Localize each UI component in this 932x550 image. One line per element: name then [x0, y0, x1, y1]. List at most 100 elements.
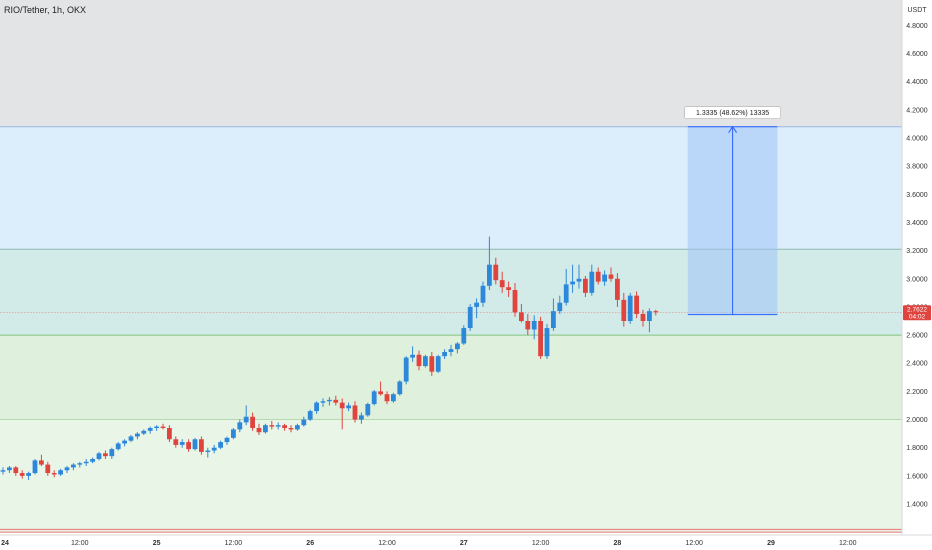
price-axis-background[interactable]	[902, 0, 932, 550]
candle	[77, 461, 83, 468]
candle	[627, 292, 633, 324]
candle	[314, 401, 319, 414]
candle-body	[595, 271, 601, 282]
candle	[608, 267, 614, 282]
zone-0	[0, 0, 902, 127]
candle-body	[32, 460, 38, 474]
price-tick-label: 4.6000	[906, 51, 928, 58]
candle-body	[333, 399, 339, 403]
candle-body	[58, 470, 63, 475]
candle	[263, 423, 268, 434]
candle	[109, 447, 115, 459]
candle	[576, 264, 582, 289]
candle	[487, 236, 492, 291]
candle-body	[154, 426, 159, 428]
candle-body	[493, 264, 499, 281]
candle	[461, 325, 467, 345]
candle	[384, 391, 390, 405]
candle-body	[71, 464, 76, 468]
candle-body	[512, 290, 518, 313]
candle-body	[583, 278, 588, 293]
countdown-label: 04:02	[909, 314, 926, 321]
last-price-tag-box	[903, 305, 931, 321]
candle	[531, 315, 537, 340]
candle	[557, 295, 563, 314]
candle	[39, 454, 44, 467]
candle	[570, 264, 575, 293]
candle	[288, 425, 294, 433]
candle	[365, 402, 371, 417]
candle	[224, 436, 230, 445]
candle	[192, 437, 198, 451]
currency-label: USDT	[907, 7, 927, 14]
candle-body	[538, 321, 543, 357]
candle-body	[397, 381, 403, 395]
time-tick-label: 28	[614, 540, 622, 547]
candle	[538, 316, 543, 360]
candle-body	[64, 467, 70, 471]
candle	[359, 412, 364, 424]
candle-body	[435, 356, 441, 372]
candle	[416, 350, 422, 371]
candle	[269, 420, 275, 430]
price-tick-label: 4.4000	[906, 79, 928, 86]
measure-arrowhead	[728, 125, 738, 133]
candle-body	[0, 470, 6, 472]
candle	[410, 346, 415, 362]
price-tick-label: 3.6000	[906, 192, 928, 199]
measure-label: 1.3335 (48.62%) 13335	[696, 110, 769, 117]
candle-body	[135, 433, 140, 437]
candle-body	[282, 425, 287, 428]
candle-body	[224, 437, 230, 443]
candle-body	[461, 328, 467, 344]
candle	[122, 439, 127, 447]
candle	[307, 409, 313, 421]
time-tick-label: 24	[1, 540, 9, 547]
zone-4	[0, 419, 902, 533]
candle-body	[589, 271, 595, 293]
candle-body	[288, 428, 294, 430]
candle	[167, 425, 172, 443]
candle	[211, 444, 217, 454]
price-tick-label: 3.0000	[906, 276, 928, 283]
candle-body	[83, 461, 89, 464]
candle	[519, 304, 524, 323]
candle	[320, 398, 326, 407]
candle-body	[211, 447, 217, 451]
candle	[327, 397, 332, 406]
candle-body	[634, 295, 639, 314]
candle	[218, 440, 223, 450]
price-range-measure[interactable]: 1.3335 (48.62%) 13335	[684, 106, 781, 316]
candle	[435, 354, 441, 374]
candle-body	[371, 391, 377, 405]
candle-body	[96, 453, 102, 459]
candle-body	[295, 425, 300, 430]
candle	[141, 429, 147, 436]
candle-body	[218, 442, 223, 448]
candle-body	[122, 440, 127, 444]
candle	[199, 436, 204, 455]
candle	[352, 401, 358, 423]
candle-body	[531, 321, 537, 330]
chart-title[interactable]: RIO/Tether, 1h, OKX	[4, 5, 86, 15]
candle-body	[359, 415, 364, 420]
candle	[32, 458, 38, 475]
candle	[237, 419, 243, 433]
candle	[493, 257, 499, 285]
candle	[90, 457, 95, 464]
candle-body	[410, 354, 415, 358]
time-axis-background[interactable]	[0, 535, 902, 550]
candle-body	[243, 416, 249, 423]
measure-label-box	[684, 106, 781, 120]
time-tick-label: 25	[153, 540, 161, 547]
candle	[474, 298, 479, 319]
candle	[154, 425, 159, 431]
candle	[51, 470, 57, 478]
candle-body	[250, 416, 255, 428]
candle	[448, 344, 454, 357]
candle-body	[256, 428, 262, 433]
candle-body	[365, 404, 371, 416]
candle	[403, 356, 409, 385]
candle-body	[551, 311, 556, 329]
